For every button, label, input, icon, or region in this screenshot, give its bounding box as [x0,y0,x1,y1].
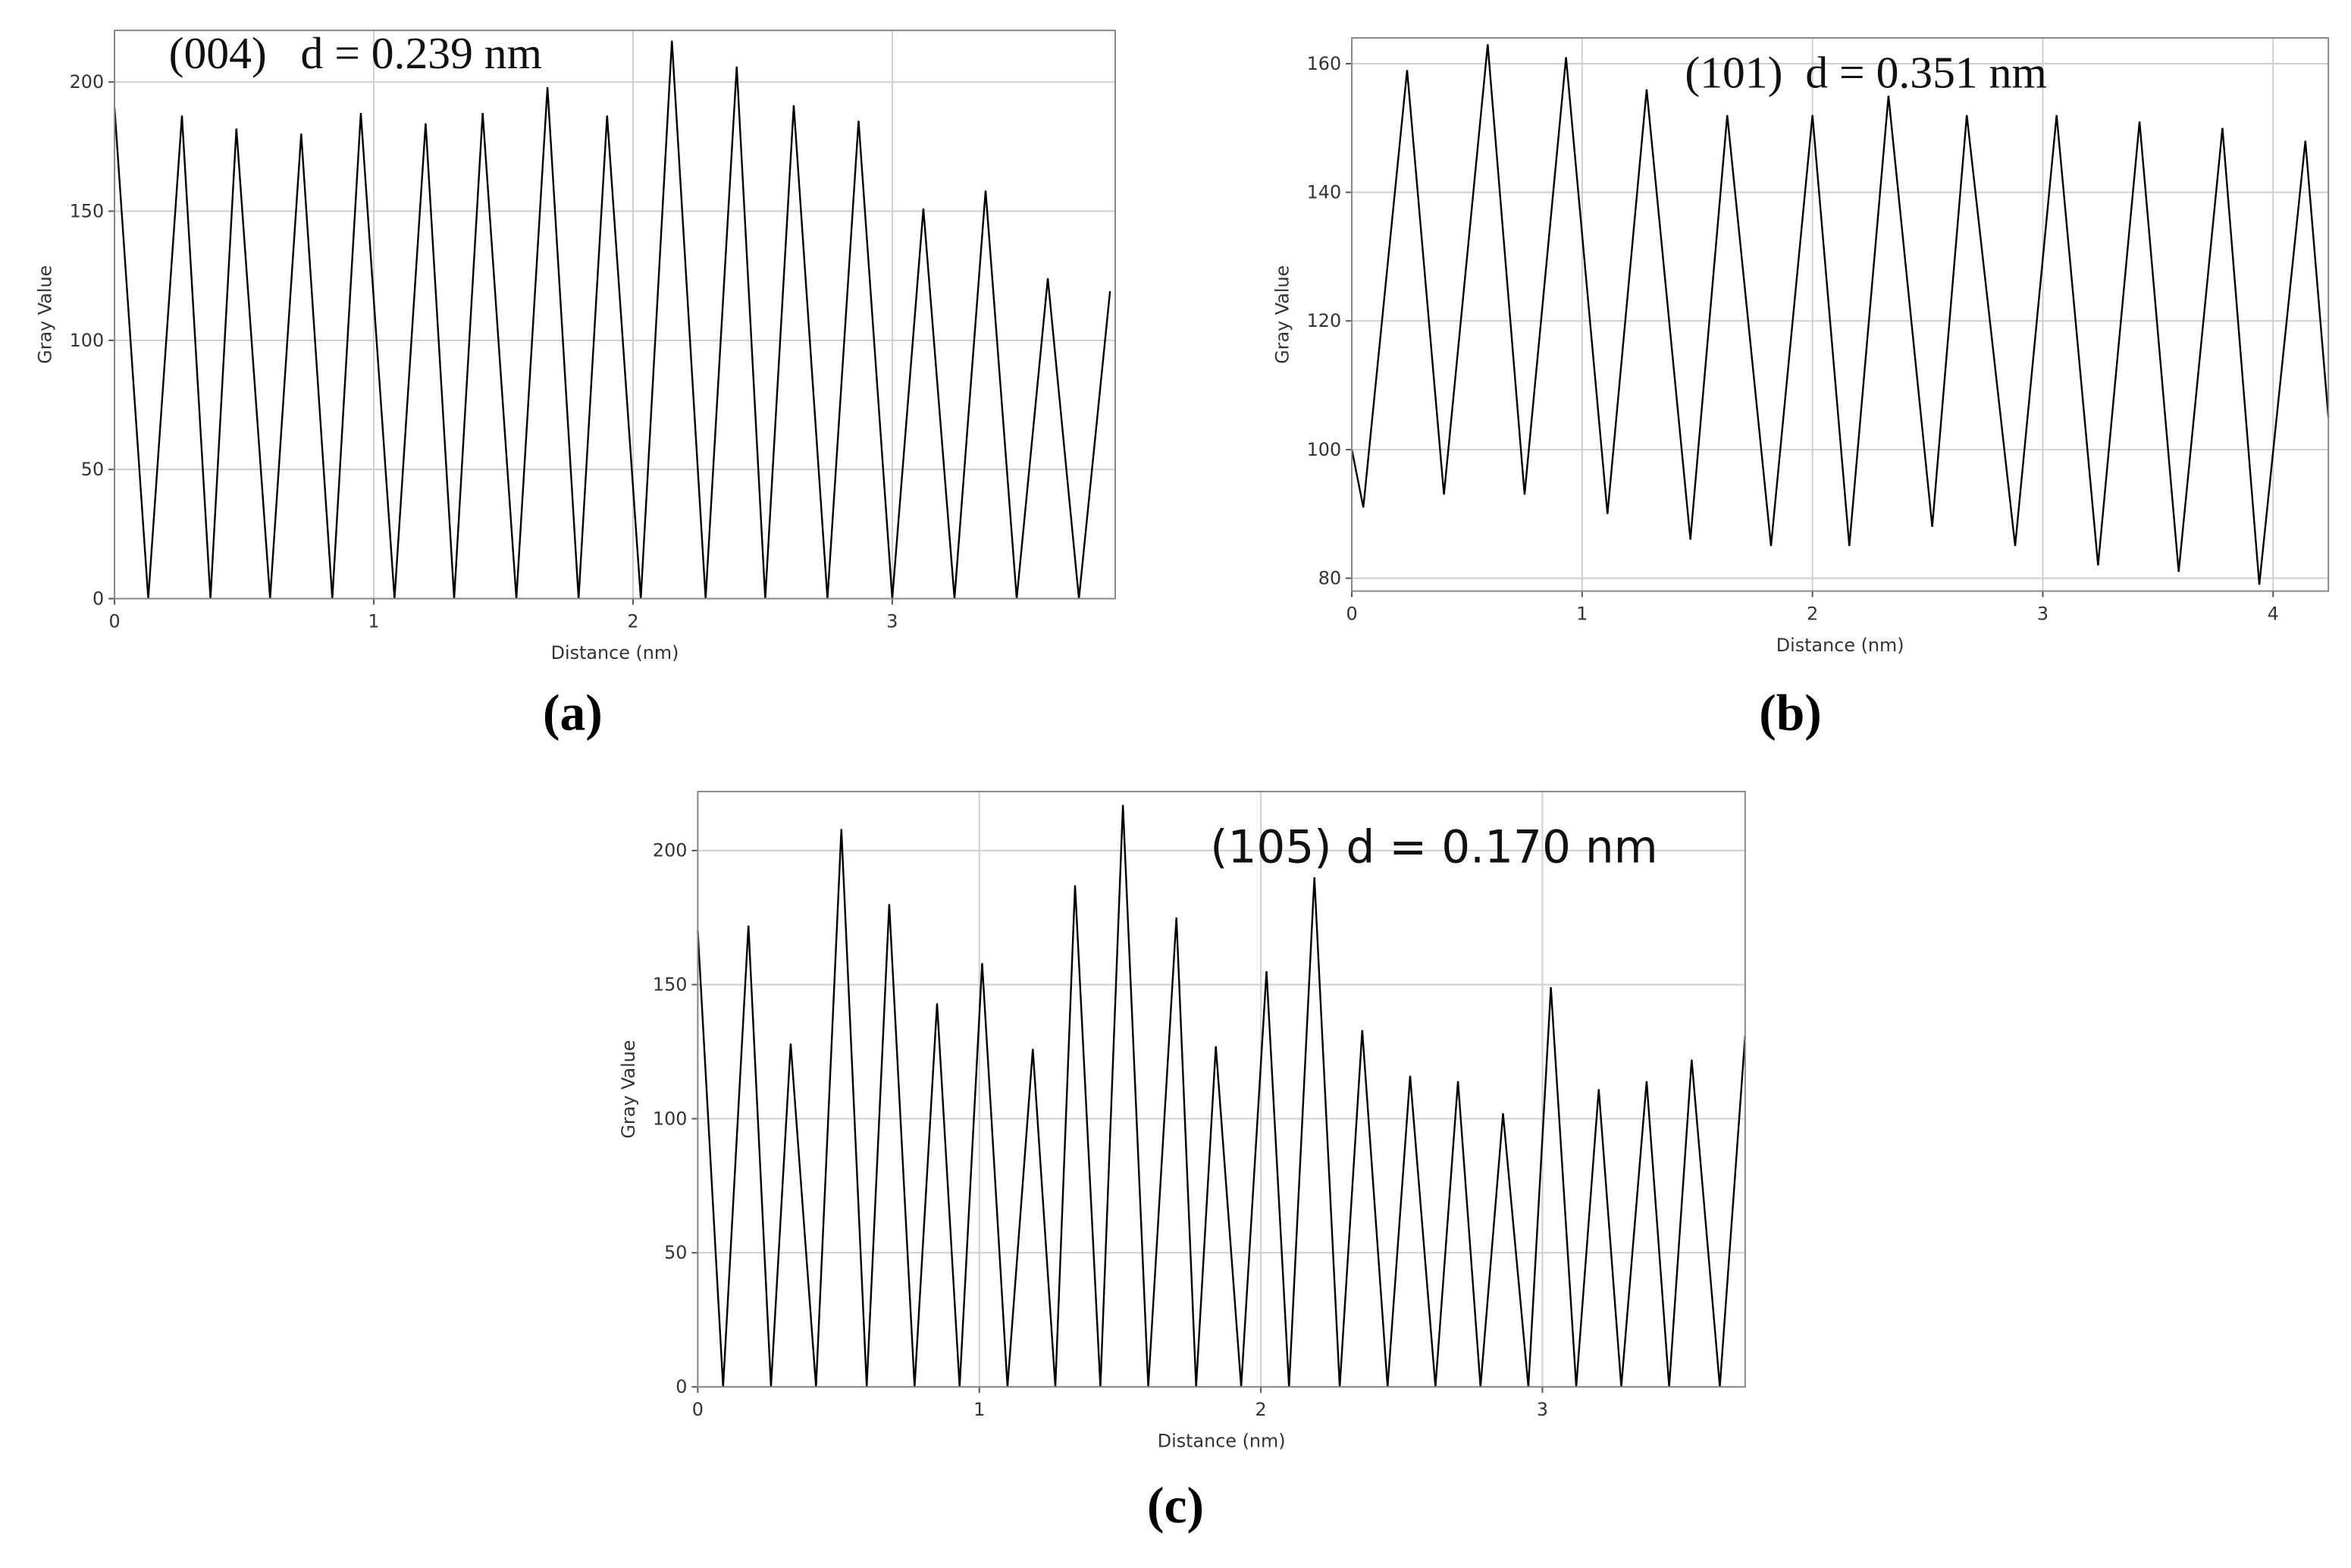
x-axis-label: Distance (nm) [1158,1431,1286,1452]
x-tick-label: 3 [1537,1399,1548,1420]
plot-frame [1351,37,2330,592]
y-tick-label: 120 [1307,310,1342,331]
x-tick-label: 0 [692,1399,704,1420]
y-tick-label: 100 [1307,439,1342,460]
x-tick-label: 1 [973,1399,985,1420]
profile-line [113,40,1111,599]
y-tick-label: 200 [70,71,105,93]
y-tick-label: 150 [70,200,105,221]
profile-line [1350,44,2330,585]
profile-line [697,804,1747,1388]
y-axis-label: Gray Value [1272,265,1293,364]
plot-area [1352,38,2329,591]
y-tick-label: 200 [653,840,688,861]
plot-frame [697,790,1746,1388]
y-tick-label: 100 [70,330,105,351]
plot-area [697,791,1745,1388]
y-tick-label: 160 [1307,53,1342,74]
panel-label: (c) [1147,1477,1204,1534]
annotation: (004) d = 0.239 nm [169,28,542,78]
y-axis-label: Gray Value [35,265,56,364]
x-tick-label: 3 [886,610,898,632]
y-axis-label: Gray Value [618,1040,639,1139]
y-tick-label: 0 [676,1376,687,1397]
x-tick-label: 0 [108,610,120,632]
y-tick-label: 140 [1307,182,1342,203]
panel-label: (b) [1759,684,1822,741]
x-axis-label: Distance (nm) [551,642,679,663]
x-axis-label: Distance (nm) [1776,635,1904,656]
x-tick-label: 1 [1576,603,1588,624]
plot-frame [114,30,1116,600]
x-tick-label: 2 [627,610,638,632]
plot-area [114,30,1115,599]
y-tick-label: 50 [81,459,104,480]
y-tick-label: 80 [1318,568,1341,589]
x-tick-label: 2 [1255,1399,1267,1420]
x-tick-label: 2 [1807,603,1818,624]
x-tick-label: 0 [1346,603,1357,624]
x-tick-label: 4 [2268,603,2279,624]
y-tick-label: 100 [653,1108,688,1129]
y-tick-label: 150 [653,974,688,996]
x-tick-label: 1 [368,610,379,632]
y-tick-label: 50 [664,1242,687,1263]
annotation: (101) d = 0.351 nm [1685,48,2046,98]
x-tick-label: 3 [2037,603,2049,624]
annotation: (105) d = 0.170 nm [1210,821,1658,873]
panel-label: (a) [543,684,603,741]
y-tick-label: 0 [92,588,104,609]
